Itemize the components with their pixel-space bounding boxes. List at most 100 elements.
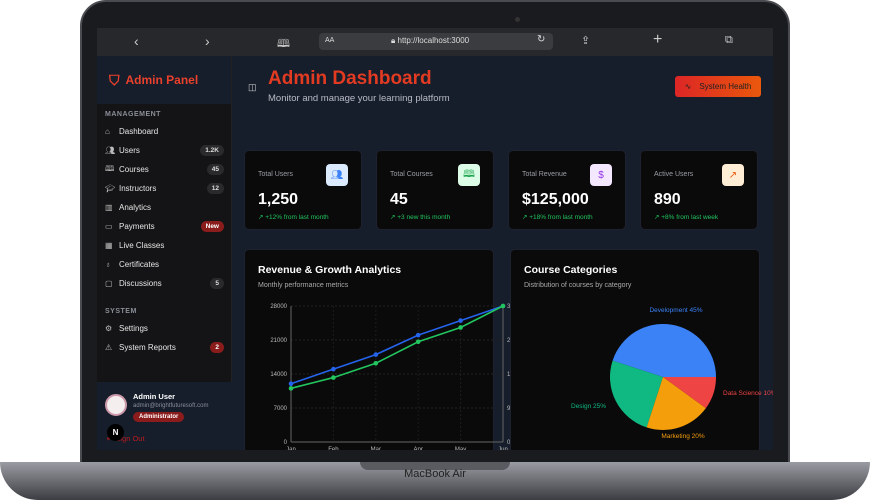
- user-email: admin@brightfuturesoft.com: [133, 403, 209, 409]
- pie-slice: [646, 377, 706, 430]
- address-bar[interactable]: AA 🔒︎ http://localhost:3000 ↻: [319, 33, 553, 50]
- x-tick-label: Feb: [328, 447, 339, 450]
- new-tab-icon[interactable]: +: [653, 31, 663, 48]
- series-line-0: [290, 305, 504, 385]
- stat-value: $125,000: [522, 191, 589, 208]
- x-tick-label: Jan: [286, 447, 296, 450]
- user-name: Admin User: [133, 392, 176, 401]
- data-point: [458, 325, 463, 330]
- x-tick-label: Jun: [498, 447, 508, 450]
- stat-delta: ↗ +12% from last month: [258, 214, 329, 221]
- trending-up-icon: ↗: [722, 164, 744, 186]
- stat-delta: ↗ +18% from last month: [522, 214, 593, 221]
- back-icon[interactable]: ‹: [134, 33, 139, 49]
- sidebar-item-discussions[interactable]: ▢ Discussions 5: [97, 274, 231, 293]
- sidebar-item-certificates[interactable]: ♁ Certificates: [97, 255, 231, 274]
- sidebar-item-payments[interactable]: ▭ Payments New: [97, 217, 231, 236]
- chart-title: Course Categories: [524, 264, 618, 276]
- stat-card: Total Courses 🕮 45 ↗ +3 new this month: [376, 150, 494, 230]
- sidebar-item-label: Analytics: [119, 203, 152, 212]
- sidebar-item-system-reports[interactable]: ⚠ System Reports 2: [97, 338, 231, 357]
- warning-icon: ⚠: [105, 343, 113, 352]
- pie-chart: Development 45% Design 25% Marketing 20% Da…: [571, 307, 773, 440]
- message-icon: ▢: [105, 279, 113, 288]
- sidebar-item-label: Users: [119, 146, 140, 155]
- stat-card: Active Users ↗ 890 ↗ +8% from last week: [640, 150, 758, 230]
- system-health-label: System Health: [699, 82, 752, 91]
- data-point: [373, 352, 379, 357]
- stat-delta: ↗ +8% from last week: [654, 214, 719, 221]
- data-point: [288, 381, 294, 387]
- slice-label: Development 45%: [649, 307, 702, 314]
- count-badge: New: [200, 221, 224, 232]
- data-point: [415, 332, 421, 338]
- graduation-cap-icon: 🎓︎: [105, 184, 116, 193]
- line-chart: 00700095140001902100028528000380JanFebMa…: [270, 303, 518, 450]
- tabs-icon[interactable]: ⧉: [725, 34, 733, 46]
- user-panel: Admin User admin@brightfuturesoft.com Ad…: [97, 382, 232, 450]
- system-health-button[interactable]: ∿ System Health: [675, 76, 761, 97]
- share-icon[interactable]: ⇪: [581, 35, 591, 47]
- series-line-1: [290, 305, 504, 390]
- chart-subtitle: Distribution of courses by category: [524, 282, 632, 289]
- stat-title: Total Revenue: [522, 171, 567, 178]
- users-icon: 👥︎: [105, 146, 116, 155]
- reload-icon[interactable]: ↻: [537, 34, 546, 45]
- bookmarks-icon[interactable]: 🕮: [277, 38, 290, 50]
- page-subtitle: Monitor and manage your learning platfor…: [268, 93, 450, 104]
- data-point: [331, 375, 336, 380]
- sidebar-item-courses[interactable]: 🕮 Courses 45: [97, 160, 231, 179]
- sidebar-item-label: Settings: [119, 324, 148, 333]
- sign-out-label: Sign Out: [115, 434, 145, 443]
- credit-card-icon: ▭: [105, 222, 113, 231]
- avatar[interactable]: [105, 394, 127, 416]
- section-label: SYSTEM: [105, 308, 137, 315]
- sidebar-item-label: Courses: [119, 165, 149, 174]
- stat-card: Total Revenue $ $125,000 ↗ +18% from las…: [508, 150, 626, 230]
- data-point: [500, 303, 506, 309]
- count-badge: 12: [206, 183, 224, 194]
- section-label: MANAGEMENT: [105, 111, 161, 118]
- sidebar-item-label: Payments: [119, 222, 155, 231]
- sidebar-item-settings[interactable]: ⚙ Settings: [97, 319, 231, 338]
- next-devtools-icon[interactable]: N: [107, 424, 124, 441]
- role-badge: Administrator: [133, 412, 185, 422]
- sidebar-item-label: System Reports: [119, 343, 176, 352]
- text-size-button[interactable]: AA: [325, 37, 335, 44]
- y-left-tick-label: 0: [284, 440, 288, 446]
- sidebar-toggle-icon[interactable]: ◫: [248, 82, 257, 92]
- users-icon: 👥︎: [326, 164, 348, 186]
- laptop-base: MacBook Air: [0, 462, 870, 500]
- activity-icon: ∿: [684, 82, 692, 91]
- screen: ‹ › 🕮 AA 🔒︎ http://localhost:3000 ↻ ⇪ + …: [97, 28, 773, 450]
- home-icon: ⌂: [105, 127, 110, 136]
- book-icon: 🕮: [105, 163, 115, 173]
- stat-delta-text: +18% from last month: [529, 214, 593, 221]
- calendar-icon: ▦: [105, 241, 113, 250]
- book-icon: 🕮: [458, 164, 480, 186]
- count-badge: 5: [210, 278, 224, 289]
- count-badge: 45: [206, 164, 224, 175]
- x-tick-label: Mar: [371, 447, 381, 450]
- sidebar-item-users[interactable]: 👥︎ Users 1.2K: [97, 141, 231, 160]
- stat-delta-text: +3 new this month: [397, 214, 451, 221]
- y-left-tick-label: 14000: [270, 372, 287, 378]
- sidebar-item-dashboard[interactable]: ⌂ Dashboard: [97, 122, 231, 141]
- sidebar-item-instructors[interactable]: 🎓︎ Instructors 12: [97, 179, 231, 198]
- stat-card: Total Users 👥︎ 1,250 ↗ +12% from last mo…: [244, 150, 362, 230]
- chart-title: Revenue & Growth Analytics: [258, 264, 402, 276]
- forward-icon[interactable]: ›: [205, 33, 210, 49]
- lock-icon: 🔒︎: [391, 36, 396, 45]
- slice-label: Marketing 20%: [661, 433, 705, 440]
- sidebar-item-live-classes[interactable]: ▦ Live Classes: [97, 236, 231, 255]
- stat-title: Total Users: [258, 171, 294, 178]
- pie-slice: [612, 323, 716, 377]
- pie-slice: [610, 360, 663, 428]
- data-point: [415, 339, 421, 345]
- revenue-chart-card: Revenue & Growth Analytics Monthly perfo…: [244, 249, 518, 450]
- slice-label: Design 25%: [571, 403, 606, 410]
- sidebar-item-label: Instructors: [119, 184, 157, 193]
- main-content: ◫ Admin Dashboard Monitor and manage you…: [232, 56, 773, 450]
- sidebar-item-analytics[interactable]: ▥ Analytics: [97, 198, 231, 217]
- y-left-tick-label: 7000: [274, 406, 288, 412]
